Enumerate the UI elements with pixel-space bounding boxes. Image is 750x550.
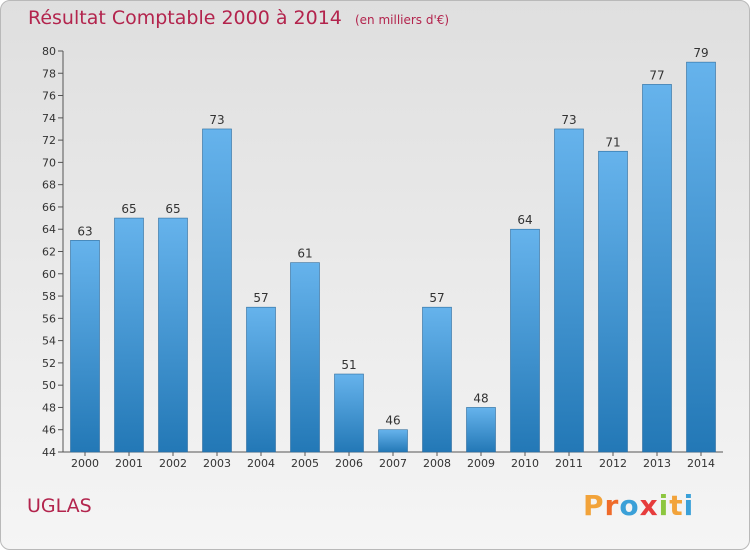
x-tick-label-2000: 2000 xyxy=(71,457,99,470)
y-tick-label: 66 xyxy=(42,201,56,214)
unit-text: (en milliers d'€) xyxy=(354,13,450,27)
data-label-2014: 79 xyxy=(693,46,708,60)
x-tick-label-2013: 2013 xyxy=(643,457,671,470)
bar-2009 xyxy=(466,407,496,453)
bar-2008 xyxy=(422,306,452,453)
title-text: Résultat Comptable 2000 à 2014 xyxy=(28,7,342,29)
data-label-2005: 61 xyxy=(297,247,312,261)
logo-letter: o xyxy=(619,489,640,522)
x-tick-label-2009: 2009 xyxy=(467,457,495,470)
y-tick-label: 68 xyxy=(42,179,56,192)
x-tick-label-2014: 2014 xyxy=(687,457,715,470)
y-tick-label: 48 xyxy=(42,401,56,414)
bar-2010 xyxy=(510,228,540,453)
bar-2000 xyxy=(70,240,100,453)
bar-2013 xyxy=(642,84,672,453)
y-tick-label: 76 xyxy=(42,90,56,103)
x-tick-label-2001: 2001 xyxy=(115,457,143,470)
x-tick-label-2003: 2003 xyxy=(203,457,231,470)
y-tick-label: 58 xyxy=(42,290,56,303)
bars xyxy=(70,61,716,453)
x-tick-label-2006: 2006 xyxy=(335,457,363,470)
bar-2005 xyxy=(290,262,320,453)
y-tick-label: 52 xyxy=(42,357,56,370)
y-tick-label: 60 xyxy=(42,268,56,281)
x-tick-label-2012: 2012 xyxy=(599,457,627,470)
bar-2003 xyxy=(202,128,232,453)
x-tick-label-2008: 2008 xyxy=(423,457,451,470)
logo-letter: x xyxy=(639,489,659,522)
data-label-2007: 46 xyxy=(385,414,400,428)
bar-2011 xyxy=(554,128,584,453)
data-label-2001: 65 xyxy=(121,202,136,216)
data-label-2009: 48 xyxy=(473,391,488,405)
bar-2002 xyxy=(158,217,188,453)
data-label-2008: 57 xyxy=(429,291,444,305)
x-tick-label-2007: 2007 xyxy=(379,457,407,470)
data-label-2010: 64 xyxy=(517,213,532,227)
x-ticks: 2000 2001 2002 2003 2004 2005 2006 2007 2008 2009… xyxy=(71,452,715,470)
data-label-2012: 71 xyxy=(605,135,620,149)
logo-letter: t xyxy=(669,489,684,522)
data-label-2004: 57 xyxy=(253,291,268,305)
y-tick-label: 44 xyxy=(42,446,56,459)
data-label-2003: 73 xyxy=(209,113,224,127)
data-label-2002: 65 xyxy=(165,202,180,216)
y-tick-label: 64 xyxy=(42,223,56,236)
y-tick-label: 72 xyxy=(42,134,56,147)
bar-2012 xyxy=(598,150,628,453)
logo-letter: r xyxy=(604,489,620,522)
data-label-2000: 63 xyxy=(77,224,92,238)
proxiti-logo: Proxiti xyxy=(583,489,694,522)
bar-2004 xyxy=(246,306,276,453)
bar-2014 xyxy=(686,61,716,453)
y-tick-label: 46 xyxy=(42,424,56,437)
x-tick-label-2005: 2005 xyxy=(291,457,319,470)
data-label-2006: 51 xyxy=(341,358,356,372)
y-tick-label: 78 xyxy=(42,67,56,80)
data-label-2013: 77 xyxy=(649,68,664,82)
x-tick-label-2010: 2010 xyxy=(511,457,539,470)
y-tick-label: 80 xyxy=(42,45,56,58)
data-label-2011: 73 xyxy=(561,113,576,127)
bar-2006 xyxy=(334,373,364,453)
y-tick-label: 70 xyxy=(42,156,56,169)
x-tick-label-2004: 2004 xyxy=(247,457,275,470)
y-tick-label: 62 xyxy=(42,246,56,259)
y-tick-label: 56 xyxy=(42,312,56,325)
y-tick-label: 74 xyxy=(42,112,56,125)
x-tick-label-2002: 2002 xyxy=(159,457,187,470)
y-tick-label: 50 xyxy=(42,379,56,392)
y-tick-label: 54 xyxy=(42,335,56,348)
bar-2001 xyxy=(114,217,144,453)
x-tick-label-2011: 2011 xyxy=(555,457,583,470)
chart-title: Résultat Comptable 2000 à 2014 (en milli… xyxy=(28,7,449,29)
bar-2007 xyxy=(378,429,408,453)
logo-letter: P xyxy=(583,489,605,522)
data-labels: 63 65 65 73 57 61 51 46 57 48 64 73 71 77 79 xyxy=(77,46,708,428)
place-name: UGLAS xyxy=(27,495,92,517)
logo-letter: i xyxy=(683,489,695,522)
logo-letter: i xyxy=(658,489,670,522)
y-ticks: 44 46 48 50 52 54 56 58 60 62 64 66 68 70 72 74 76 78 80 xyxy=(42,45,63,459)
